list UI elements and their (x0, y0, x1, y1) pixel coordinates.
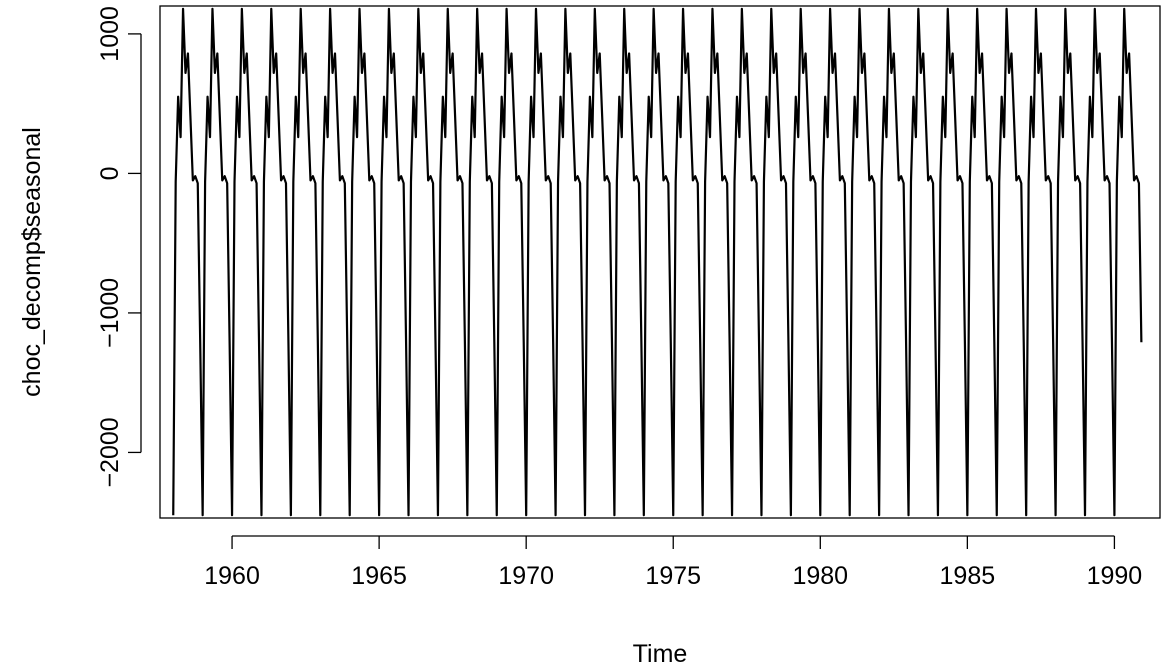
y-tick-label: 1000 (96, 6, 124, 62)
x-tick-label: 1970 (498, 562, 554, 590)
x-tick-label: 1975 (645, 562, 701, 590)
x-tick-label: 1985 (940, 562, 996, 590)
x-tick-label: 1980 (792, 562, 848, 590)
x-axis: 1960 1965 1970 1975 1980 1985 1990 (204, 535, 1143, 590)
x-tick-label: 1990 (1087, 562, 1143, 590)
y-axis-title: choc_decomp$seasonal (18, 127, 46, 397)
y-axis: −2000 −1000 0 1000 (96, 6, 142, 488)
x-axis-title: Time (633, 640, 688, 668)
x-tick-label: 1965 (351, 562, 407, 590)
x-tick-label: 1960 (204, 562, 260, 590)
y-tick-label: −2000 (96, 417, 124, 487)
seasonal-series-line (172, 7, 1143, 517)
plot-frame (159, 5, 1161, 519)
y-tick-label: 0 (96, 166, 124, 180)
series-layer (172, 7, 1143, 517)
y-tick-label: −1000 (96, 278, 124, 348)
